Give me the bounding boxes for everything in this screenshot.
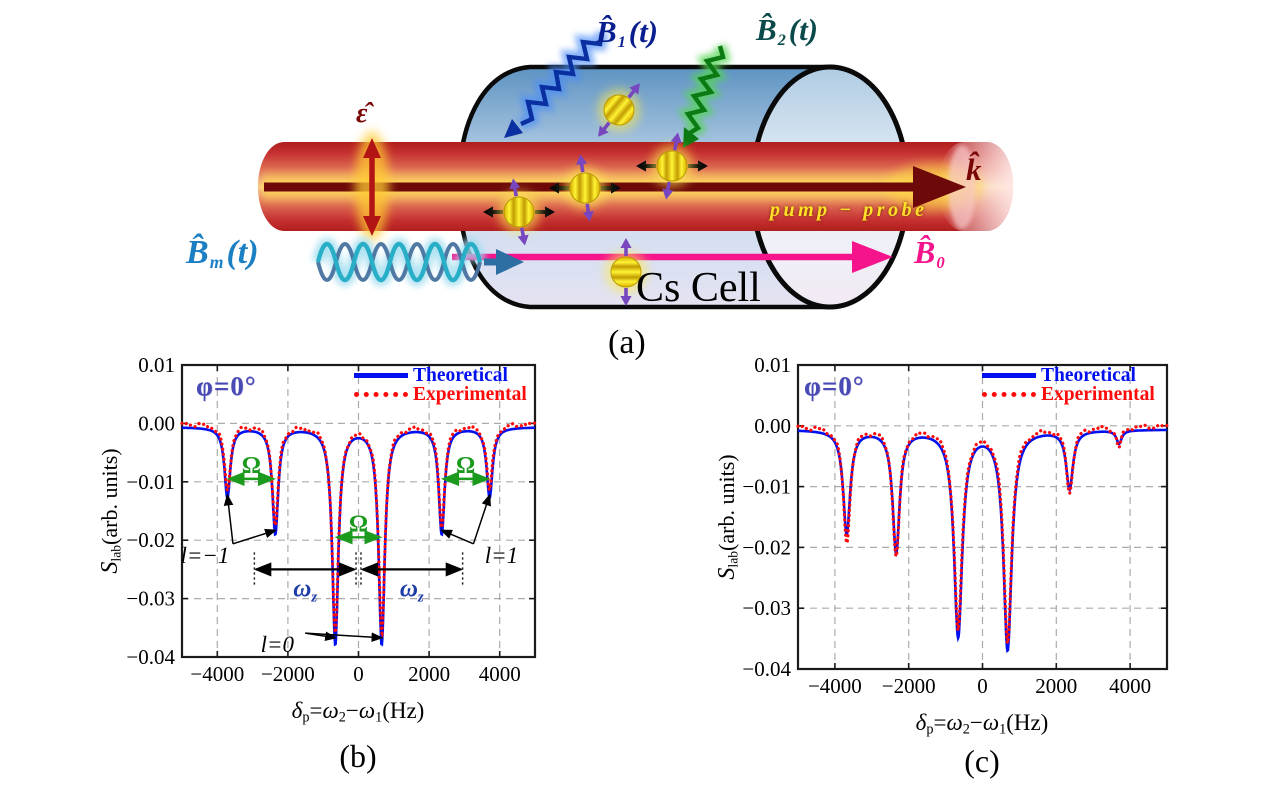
y-tick-label: −0.01	[742, 475, 791, 499]
plot-panel-b: −4000 −2000 0 2000 4000 0.01 0.00 −0.01 −0.02 −0.…	[92, 353, 632, 792]
x-tick-label: 4000	[479, 662, 521, 686]
chart-c-canvas: −4000 −2000 0 2000 4000 0.01 0.00 −0.01 −0.02 −0.…	[742, 353, 1169, 698]
legend-label: Theoretical	[413, 364, 508, 386]
series-theoretical	[182, 426, 535, 647]
x-tick-label: −2000	[261, 662, 315, 686]
legend-row-experimental: Experimental	[982, 383, 1155, 405]
epsilon-label: ε̂	[356, 98, 368, 129]
legend: Theoretical Experimental	[354, 364, 527, 405]
legend-row-theoretical: Theoretical	[354, 364, 527, 386]
y-tick-label: 0.01	[754, 353, 791, 377]
x-axis-label: δp=ω2−ω1(Hz)	[915, 710, 1049, 738]
sideband-order-label: l=1	[485, 543, 518, 568]
x-tick-label: −4000	[808, 674, 862, 698]
gridlines	[798, 365, 1167, 669]
k-vector-label: k̂	[966, 152, 982, 187]
phi-annotation: φ=0°	[804, 371, 865, 401]
x-tick-label: 0	[353, 662, 364, 686]
chart-b-canvas: −4000 −2000 0 2000 4000 0.01 0.00 −0.01 −0.02 −0.…	[126, 353, 537, 686]
phi-annotation: φ=0°	[196, 371, 257, 401]
legend-row-theoretical: Theoretical	[982, 364, 1155, 386]
legend-label: Experimental	[1041, 383, 1155, 405]
sideband-order-label: l=−1	[180, 543, 229, 568]
legend-label: Experimental	[413, 383, 527, 405]
y-tick-label: −0.03	[126, 587, 175, 611]
b0-field-arrow	[452, 241, 893, 273]
y-tick-label: −0.04	[126, 645, 175, 669]
series-experimental	[180, 420, 537, 639]
panel-label-b: (b)	[339, 738, 377, 774]
experimental-line-swatch	[982, 392, 1036, 397]
b1-field-label: B̂1(t)	[596, 14, 659, 51]
y-axis-label: Slab(arb. units)	[97, 448, 124, 574]
annotations: Ω Ω Ωωz ωz l=−1 l=1 l=0	[180, 453, 518, 657]
bm-field-label: B̂m(t)	[186, 234, 259, 272]
pointer-arrow	[223, 493, 234, 544]
legend: Theoretical Experimental	[982, 364, 1155, 405]
y-tick-label: −0.01	[126, 470, 175, 494]
omega-span-label: Ω	[349, 511, 368, 537]
b2-field-label: B̂2(t)	[756, 12, 819, 49]
theoretical-line-swatch	[982, 373, 1036, 378]
gridlines	[182, 365, 535, 657]
omega-z-label: ωz	[293, 575, 317, 605]
b2-field-wave	[677, 44, 732, 148]
series-experimental	[796, 423, 1169, 646]
tick-marks-and-labels: −4000 −2000 0 2000 4000 0.01 0.00 −0.01 −0.02 −0.…	[126, 353, 535, 686]
x-tick-label: −2000	[882, 674, 936, 698]
legend-label: Theoretical	[1041, 364, 1136, 386]
series-theoretical	[798, 428, 1167, 654]
pointer-arrow	[440, 529, 474, 545]
omega-z-label: ωz	[400, 575, 424, 605]
pointer-arrow	[472, 493, 491, 545]
y-axis-label: Slab(arb. units)	[714, 454, 741, 580]
epsilon-polarization-arrow	[355, 131, 389, 241]
b1-field-wave	[504, 30, 609, 138]
b0-field-label: B̂0	[914, 234, 945, 272]
cs-cell-label: Cs Cell	[636, 265, 761, 311]
pump-probe-label: pump − probe	[770, 199, 928, 221]
pointer-arrow	[305, 632, 384, 642]
theoretical-line-swatch	[354, 373, 408, 378]
omega-span-label: Ω	[456, 453, 475, 479]
legend-row-experimental: Experimental	[354, 383, 527, 405]
y-tick-label: 0.00	[754, 414, 791, 438]
bm-field-wave	[311, 237, 524, 287]
y-tick-label: −0.04	[742, 657, 791, 681]
sideband-order-label: l=0	[261, 632, 295, 657]
cs-cell-diagram	[258, 30, 1013, 310]
x-tick-label: 0	[977, 674, 988, 698]
experimental-line-swatch	[354, 392, 408, 397]
y-tick-label: 0.01	[138, 353, 175, 377]
y-tick-label: −0.03	[742, 596, 791, 620]
pointer-arrow	[232, 528, 278, 545]
x-tick-label: 2000	[408, 662, 450, 686]
plot-panel-c: −4000 −2000 0 2000 4000 0.01 0.00 −0.01 −0.02 −0.…	[700, 353, 1240, 792]
x-tick-label: 2000	[1035, 674, 1077, 698]
x-tick-label: −4000	[190, 662, 244, 686]
omega-span-label: Ω	[242, 453, 261, 479]
panel-label-c: (c)	[964, 743, 1000, 779]
y-tick-label: 0.00	[138, 411, 175, 435]
x-tick-label: 4000	[1109, 674, 1151, 698]
x-axis-label: δp=ω2−ω1(Hz)	[291, 698, 425, 726]
y-tick-label: −0.02	[126, 528, 175, 552]
y-tick-label: −0.02	[742, 535, 791, 559]
panel-label-a: (a)	[608, 324, 646, 361]
tick-marks-and-labels: −4000 −2000 0 2000 4000 0.01 0.00 −0.01 −0.02 −0.…	[742, 353, 1167, 698]
